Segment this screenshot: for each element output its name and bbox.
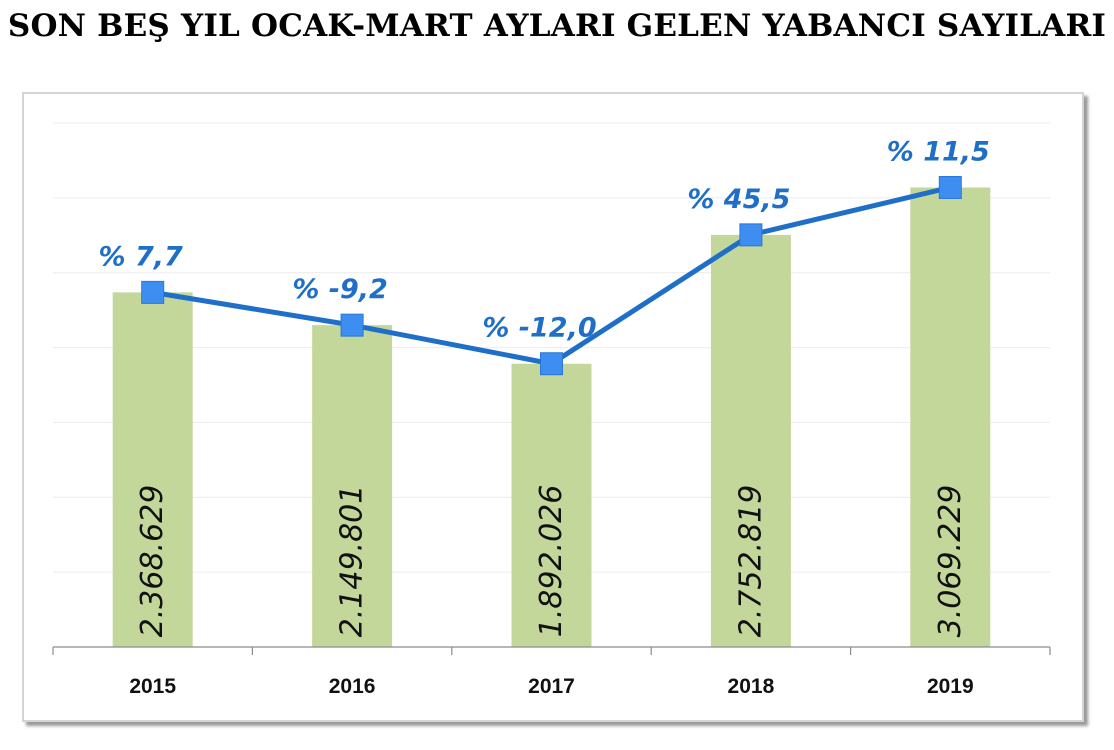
bar-2016 [312, 325, 393, 647]
bar-value-label: 1.892.026 [534, 485, 569, 638]
x-tick-label: 2018 [728, 675, 775, 698]
chart-title: SON BEŞ YIL OCAK-MART AYLARI GELEN YABAN… [7, 8, 1107, 44]
bar-value-label: 2.149.801 [335, 485, 370, 638]
x-tick-label: 2016 [329, 675, 376, 698]
bar-2017 [511, 363, 592, 647]
growth-label: % -12,0 [482, 313, 596, 344]
x-tick-label: 2019 [927, 675, 974, 698]
bar-2019 [910, 187, 991, 648]
bar-2015 [112, 292, 193, 647]
bar-2018 [710, 234, 791, 648]
line-marker [739, 223, 763, 247]
bar-value-label: 3.069.229 [933, 485, 968, 638]
line-marker [340, 313, 364, 337]
growth-line [141, 175, 962, 376]
bar-value-label: 2.752.819 [733, 485, 768, 638]
labels: 2.368.629 2.149.801 1.892.026 2.752.819 3.06… [99, 136, 990, 637]
x-tick-label: 2017 [528, 675, 575, 698]
growth-label: % 45,5 [687, 184, 790, 215]
line-marker [540, 352, 563, 376]
bars [112, 187, 991, 648]
bar-value-label: 2.368.629 [135, 485, 170, 638]
growth-label: % -9,2 [292, 274, 388, 305]
x-axis: 2015 2016 2017 2018 2019 [52, 646, 1051, 698]
line-marker [938, 175, 962, 199]
line-marker [141, 280, 165, 304]
growth-label: % 7,7 [99, 241, 183, 272]
growth-label: % 11,5 [887, 136, 990, 167]
x-tick-label: 2015 [129, 675, 176, 698]
